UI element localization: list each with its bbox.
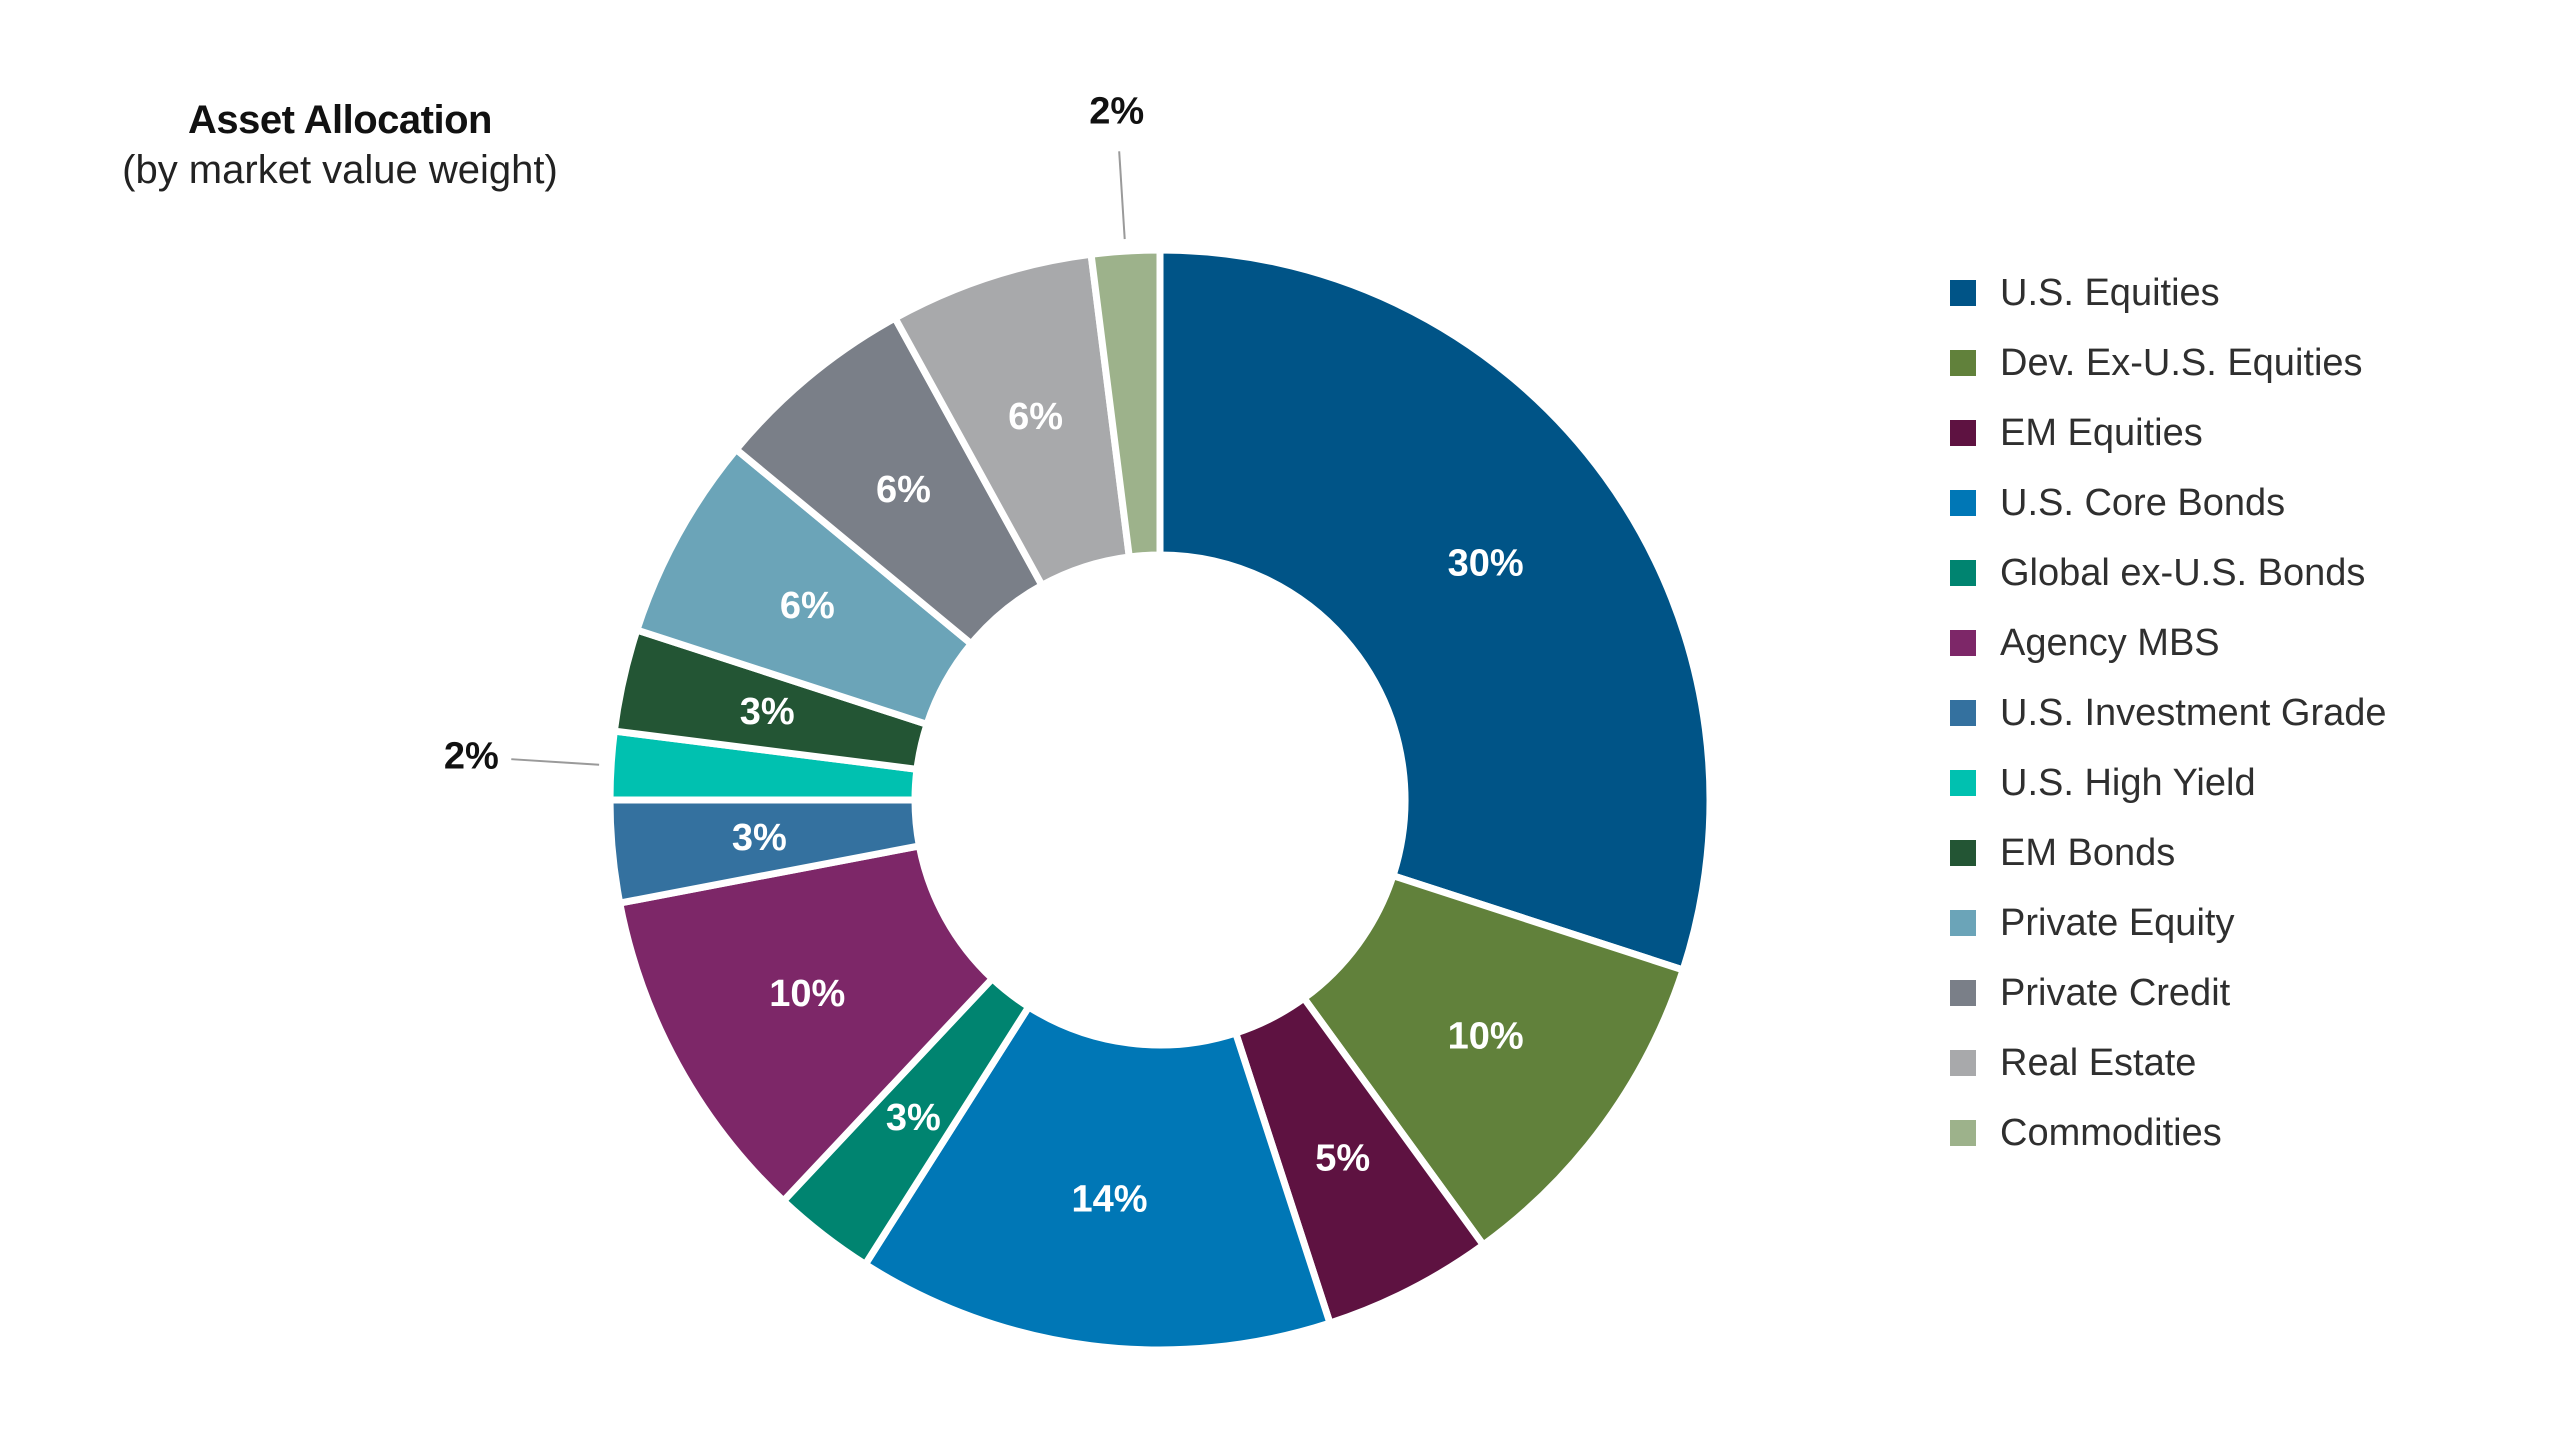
leader-line-commodities: [1118, 151, 1126, 240]
data-label-u-s-equities: 30%: [1448, 542, 1524, 584]
data-label-em-bonds: 3%: [740, 691, 795, 733]
legend-label: EM Bonds: [2000, 831, 2176, 874]
legend-label: Real Estate: [2000, 1041, 2197, 1084]
legend-item-em-equities: EM Equities: [1950, 398, 2387, 468]
chart-subtitle: (by market value weight): [122, 148, 558, 192]
legend-label: Private Credit: [2000, 971, 2231, 1014]
legend-swatch: [1950, 560, 1976, 586]
data-label-u-s-high-yield: 2%: [444, 736, 499, 778]
legend-label: U.S. High Yield: [2000, 761, 2256, 804]
legend-item-commodities: Commodities: [1950, 1098, 2387, 1168]
data-label-commodities: 2%: [1089, 90, 1144, 132]
slice-u-s-core-bonds: [860, 1002, 1335, 1354]
legend-swatch: [1950, 700, 1976, 726]
legend-label: EM Equities: [2000, 411, 2203, 454]
legend-swatch: [1950, 770, 1976, 796]
legend-swatch: [1950, 910, 1976, 936]
legend-swatch: [1950, 420, 1976, 446]
legend-label: U.S. Core Bonds: [2000, 481, 2286, 524]
legend-item-u-s-high-yield: U.S. High Yield: [1950, 748, 2387, 818]
legend-swatch: [1950, 630, 1976, 656]
data-label-real-estate: 6%: [1008, 396, 1063, 438]
legend-swatch: [1950, 490, 1976, 516]
legend-swatch: [1950, 980, 1976, 1006]
legend-label: U.S. Equities: [2000, 271, 2220, 314]
slice-dev-ex-u-s-equities: [1299, 871, 1688, 1250]
data-label-private-equity: 6%: [780, 585, 835, 627]
slice-agency-mbs: [615, 841, 998, 1206]
data-label-private-credit: 6%: [876, 469, 931, 511]
legend: U.S. Equities Dev. Ex-U.S. Equities EM Equ…: [1950, 258, 2387, 1168]
legend-label: Dev. Ex-U.S. Equities: [2000, 341, 2363, 384]
legend-swatch: [1950, 1120, 1976, 1146]
legend-label: Commodities: [2000, 1111, 2222, 1154]
legend-item-real-estate: Real Estate: [1950, 1028, 2387, 1098]
data-label-dev-ex-u-s-equities: 10%: [1448, 1016, 1524, 1058]
legend-label: U.S. Investment Grade: [2000, 691, 2387, 734]
legend-item-dev-ex-u-s-equities: Dev. Ex-U.S. Equities: [1950, 328, 2387, 398]
chart-title: Asset Allocation: [188, 98, 492, 142]
legend-swatch: [1950, 840, 1976, 866]
slice-u-s-equities: [1156, 246, 1714, 975]
legend-item-u-s-equities: U.S. Equities: [1950, 258, 2387, 328]
legend-swatch: [1950, 350, 1976, 376]
legend-item-global-ex-u-s-bonds: Global ex-U.S. Bonds: [1950, 538, 2387, 608]
data-label-agency-mbs: 10%: [769, 973, 845, 1015]
legend-label: Private Equity: [2000, 901, 2235, 944]
legend-item-em-bonds: EM Bonds: [1950, 818, 2387, 888]
legend-item-agency-mbs: Agency MBS: [1950, 608, 2387, 678]
data-label-u-s-core-bonds: 14%: [1072, 1178, 1148, 1220]
legend-item-u-s-core-bonds: U.S. Core Bonds: [1950, 468, 2387, 538]
legend-item-private-credit: Private Credit: [1950, 958, 2387, 1028]
leader-line-u-s-high-yield: [511, 758, 600, 766]
legend-label: Agency MBS: [2000, 621, 2220, 664]
legend-swatch: [1950, 1050, 1976, 1076]
data-label-em-equities: 5%: [1315, 1138, 1370, 1180]
legend-item-u-s-investment-grade: U.S. Investment Grade: [1950, 678, 2387, 748]
data-label-global-ex-u-s-bonds: 3%: [886, 1097, 941, 1139]
legend-label: Global ex-U.S. Bonds: [2000, 551, 2366, 594]
legend-swatch: [1950, 280, 1976, 306]
slice-commodities: [1087, 246, 1164, 561]
data-label-u-s-investment-grade: 3%: [732, 817, 787, 859]
legend-item-private-equity: Private Equity: [1950, 888, 2387, 958]
